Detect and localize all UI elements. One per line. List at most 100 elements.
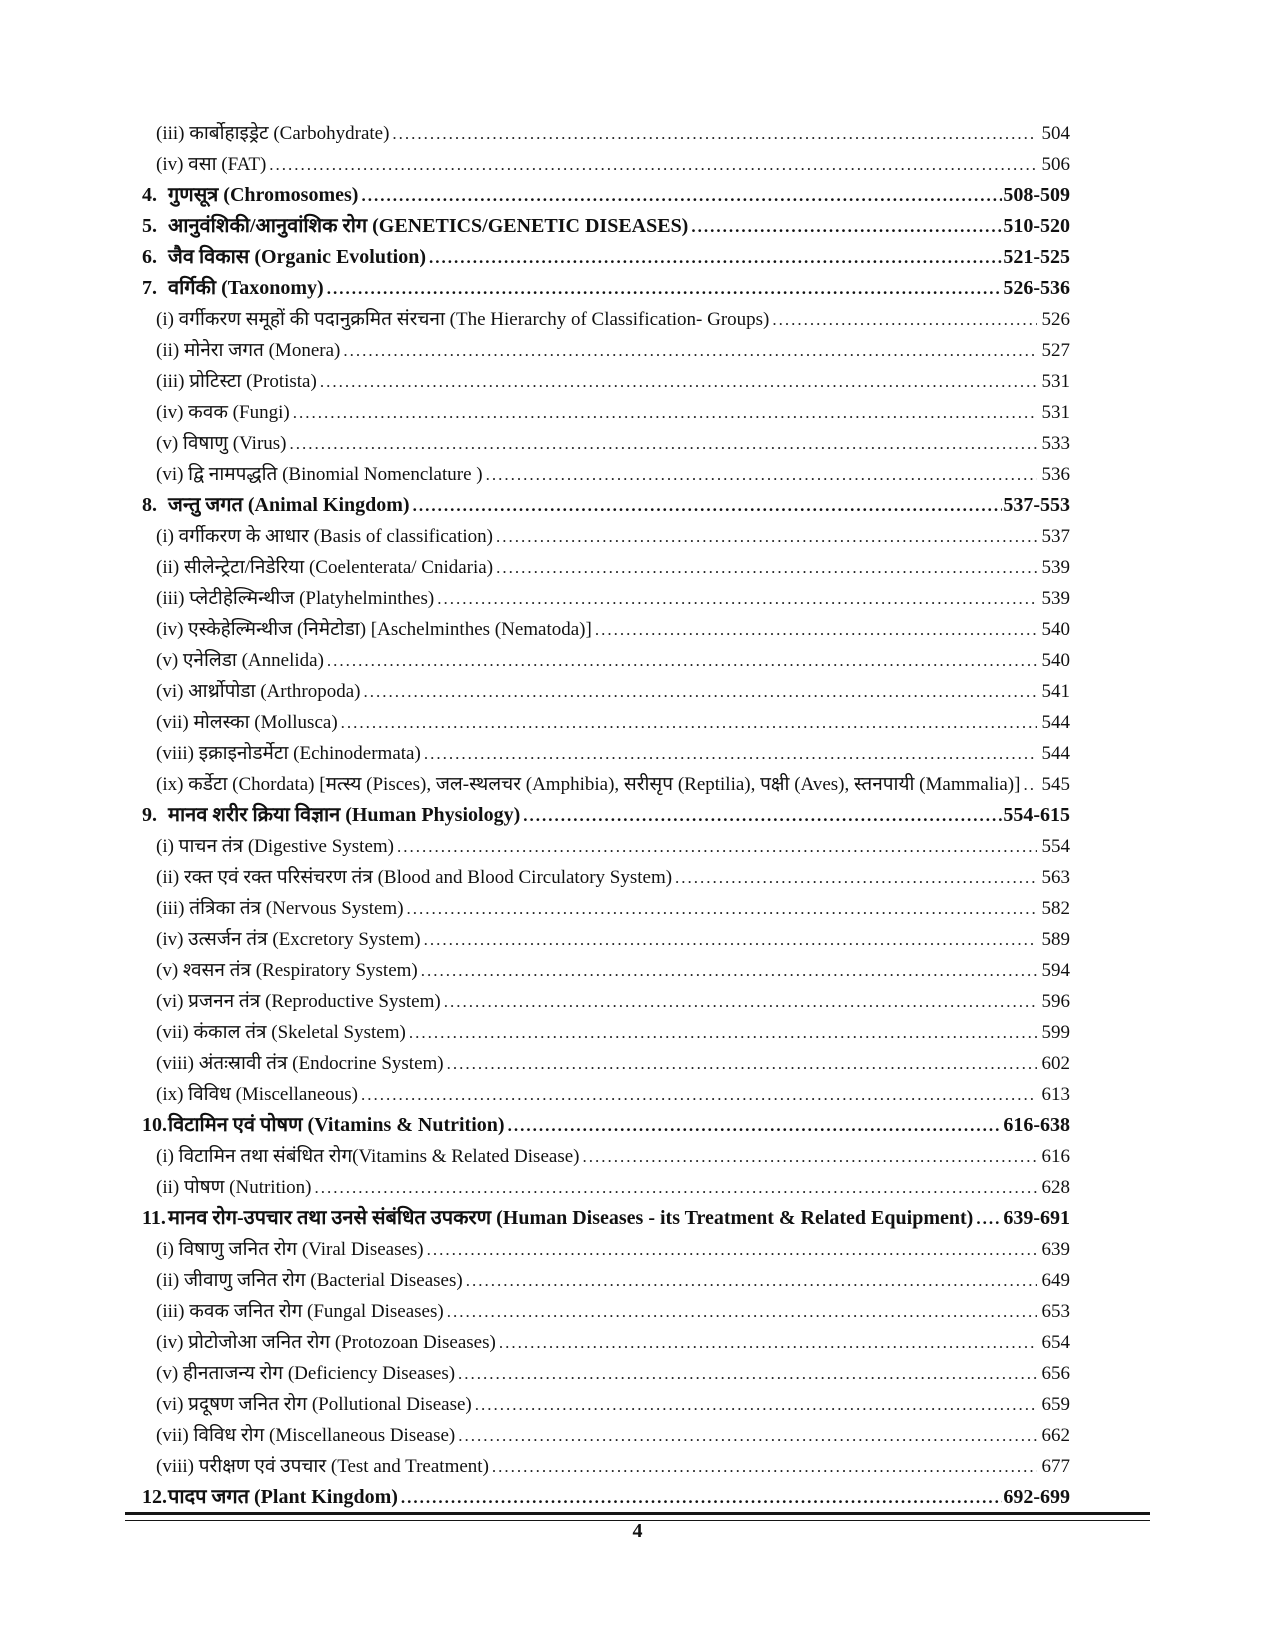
page-number: 563 (1041, 867, 1071, 888)
dot-leader (363, 676, 1036, 707)
toc-chapter-row: 4. गुणसूत्र (Chromosomes) 508-509 (142, 180, 1070, 211)
toc-chapter-row: 8. जन्तु जगत (Animal Kingdom) 537-553 (142, 490, 1070, 521)
page-number: 521-525 (1003, 246, 1070, 268)
entry-title: (ix) विविध (Miscellaneous) (156, 1084, 358, 1105)
page-number: 582 (1041, 898, 1071, 919)
page-number: 599 (1041, 1022, 1071, 1043)
entry-title: (v) हीनताजन्य रोग (Deficiency Diseases) (156, 1363, 456, 1384)
toc-sub-row: (i) पाचन तंत्र (Digestive System) 554 (142, 831, 1070, 862)
entry-title: (iii) कार्बोहाइड्रेट (Carbohydrate) (156, 123, 390, 144)
page-number: 526-536 (1003, 277, 1070, 299)
entry-title: (v) एनेलिडा (Annelida) (156, 650, 324, 671)
toc-sub-row: (vi) प्रजनन तंत्र (Reproductive System) 5… (142, 986, 1070, 1017)
toc-sub-row: (ix) विविध (Miscellaneous) 613 (142, 1079, 1070, 1110)
toc-sub-row: (iv) कवक (Fungi) 531 (142, 397, 1070, 428)
dot-leader (582, 1141, 1036, 1172)
toc-chapter-row: 9. मानव शरीर क्रिया विज्ञान (Human Physio… (142, 800, 1070, 831)
page-number: 677 (1041, 1456, 1071, 1477)
dot-leader (293, 397, 1037, 428)
toc-sub-row: (vii) विविध रोग (Miscellaneous Disease) 6… (142, 1420, 1070, 1451)
dot-leader (407, 893, 1037, 924)
footer-page-number: 4 (632, 1520, 643, 1542)
page-number: 540 (1041, 619, 1071, 640)
dot-leader (409, 1017, 1037, 1048)
entry-title: (iv) वसा (FAT) (156, 154, 267, 175)
entry-title: (viii) अंतःस्रावी तंत्र (Endocrine Syste… (156, 1053, 444, 1074)
dot-leader (595, 614, 1037, 645)
page-number: 653 (1041, 1301, 1071, 1322)
entry-title: (v) विषाणु (Virus) (156, 433, 287, 454)
page-number: 533 (1041, 433, 1071, 454)
toc-sub-row: (iii) कवक जनित रोग (Fungal Diseases) 653 (142, 1296, 1070, 1327)
page-number: 508-509 (1003, 184, 1070, 206)
entry-title: (iii) प्रोटिस्टा (Protista) (156, 371, 317, 392)
page-number: 613 (1041, 1084, 1071, 1105)
dot-leader (427, 1234, 1037, 1265)
dot-leader (421, 955, 1037, 986)
entry-title: (vi) प्रदूषण जनित रोग (Pollutional Disea… (156, 1394, 472, 1415)
toc-sub-row: (i) विषाणु जनित रोग (Viral Diseases) 639 (142, 1234, 1070, 1265)
toc-sub-row: (ii) पोषण (Nutrition) 628 (142, 1172, 1070, 1203)
dot-leader (496, 552, 1036, 583)
entry-title: (vii) विविध रोग (Miscellaneous Disease) (156, 1425, 456, 1446)
page-number: 537 (1041, 526, 1071, 547)
entry-title: (ii) सीलेन्ट्रेटा/निडेरिया (Coelenterata… (156, 557, 494, 578)
entry-title: आनुवंशिकी/आनुवांशिक रोग (GENETICS/GENETI… (168, 215, 689, 237)
dot-leader (475, 1389, 1037, 1420)
dot-leader (508, 1110, 1003, 1141)
dot-leader (413, 490, 1003, 521)
toc-sub-row: (ix) कर्डेटा (Chordata) [मत्स्य (Pisces)… (142, 769, 1070, 800)
page-number: 504 (1041, 123, 1071, 144)
dot-leader (343, 335, 1036, 366)
toc-sub-row: (iv) वसा (FAT) 506 (142, 149, 1070, 180)
entry-title: (viii) इक्राइनोडर्मेटा (Echinodermata) (156, 743, 421, 764)
toc-sub-row: (ii) जीवाणु जनित रोग (Bacterial Diseases… (142, 1265, 1070, 1296)
dot-leader (397, 831, 1037, 862)
chapter-number: 9. (142, 804, 157, 826)
toc-sub-row: (vi) द्वि नामपद्धति (Binomial Nomenclatu… (142, 459, 1070, 490)
page-number: 628 (1041, 1177, 1071, 1198)
page-number: 659 (1041, 1394, 1071, 1415)
chapter-number: 10. (142, 1114, 167, 1136)
toc-sub-row: (viii) इक्राइनोडर्मेटा (Echinodermata) 54… (142, 738, 1070, 769)
dot-leader (499, 1327, 1037, 1358)
entry-title: (ii) पोषण (Nutrition) (156, 1177, 312, 1198)
table-of-contents: (iii) कार्बोहाइड्रेट (Carbohydrate) 504 (i… (142, 118, 1070, 1513)
toc-sub-row: (i) वर्गीकरण के आधार (Basis of classific… (142, 521, 1070, 552)
page-number: 544 (1041, 743, 1071, 764)
toc-chapter-row: 10. विटामिन एवं पोषण (Vitamins & Nutritio… (142, 1110, 1070, 1141)
page-number: 539 (1041, 588, 1071, 609)
page-number: 662 (1041, 1425, 1071, 1446)
entry-title: पादप जगत (Plant Kingdom) (168, 1486, 398, 1508)
chapter-number: 12. (142, 1486, 167, 1508)
dot-leader (401, 1482, 1002, 1513)
toc-sub-row: (vii) कंकाल तंत्र (Skeletal System) 599 (142, 1017, 1070, 1048)
page-number: 596 (1041, 991, 1071, 1012)
toc-sub-row: (ii) रक्त एवं रक्त परिसंचरण तंत्र (Blood… (142, 862, 1070, 893)
toc-chapter-row: 5. आनुवंशिकी/आनुवांशिक रोग (GENETICS/GENE… (142, 211, 1070, 242)
entry-title: (vi) आर्थ्रोपोडा (Arthropoda) (156, 681, 361, 702)
chapter-number: 11. (142, 1207, 166, 1229)
entry-title: गुणसूत्र (Chromosomes) (168, 184, 359, 206)
entry-title: (v) श्वसन तंत्र (Respiratory System) (156, 960, 418, 981)
page-number: 536 (1041, 464, 1071, 485)
page-number: 531 (1041, 402, 1071, 423)
toc-sub-row: (iii) तंत्रिका तंत्र (Nervous System) 582 (142, 893, 1070, 924)
page-number: 639 (1041, 1239, 1071, 1260)
entry-title: (iv) प्रोटोजोआ जनित रोग (Protozoan Disea… (156, 1332, 496, 1353)
entry-title: (i) वर्गीकरण के आधार (Basis of classific… (156, 526, 493, 547)
toc-sub-row: (v) एनेलिडा (Annelida) 540 (142, 645, 1070, 676)
entry-title: विटामिन एवं पोषण (Vitamins & Nutrition) (168, 1114, 505, 1136)
entry-title: जन्तु जगत (Animal Kingdom) (168, 494, 410, 516)
toc-sub-row: (i) विटामिन तथा संबंधित रोग(Vitamins & R… (142, 1141, 1070, 1172)
toc-sub-row: (v) हीनताजन्य रोग (Deficiency Diseases) 6… (142, 1358, 1070, 1389)
entry-title: जैव विकास (Organic Evolution) (168, 246, 426, 268)
dot-leader (675, 862, 1036, 893)
dot-leader (341, 707, 1037, 738)
dot-leader (269, 149, 1036, 180)
entry-title: वर्गिकी (Taxonomy) (168, 277, 324, 299)
toc-sub-row: (vi) आर्थ्रोपोडा (Arthropoda) 541 (142, 676, 1070, 707)
dot-leader (361, 1079, 1037, 1110)
toc-sub-row: (v) विषाणु (Virus) 533 (142, 428, 1070, 459)
dot-leader (1023, 769, 1036, 800)
